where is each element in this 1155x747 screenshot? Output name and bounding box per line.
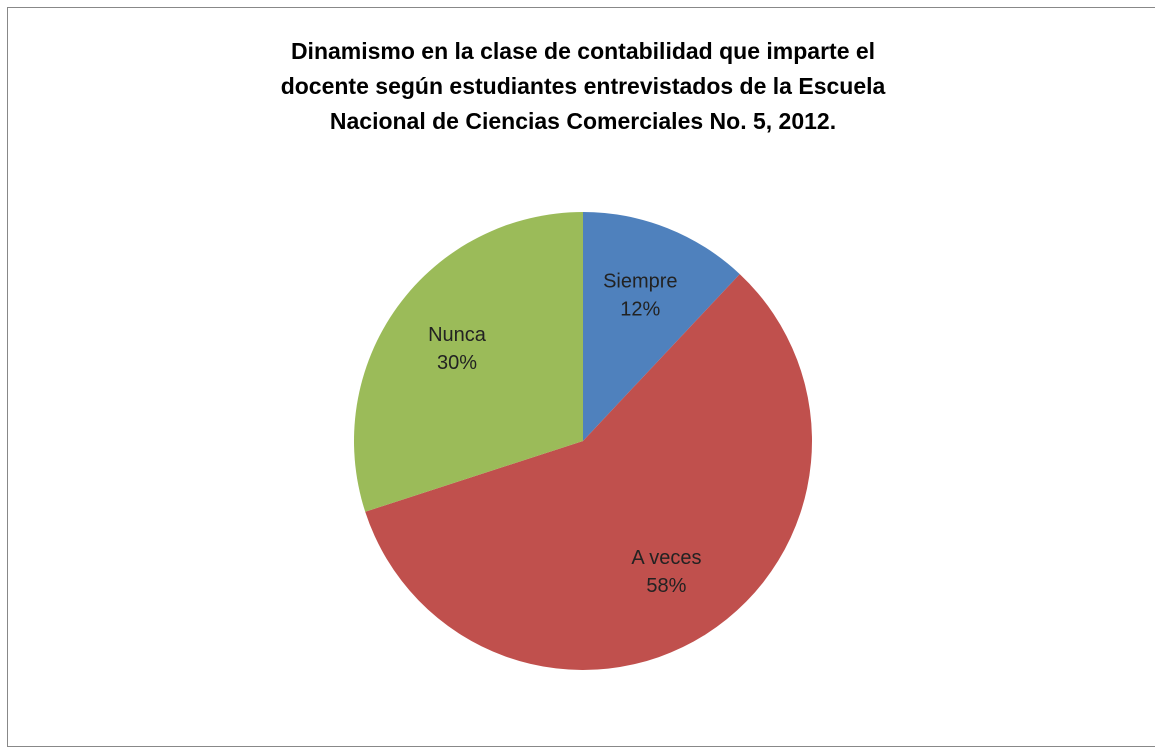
slice-value-label: 58% (646, 575, 686, 597)
slice-value-label: 30% (437, 352, 477, 374)
pie-slice (354, 211, 583, 512)
slice-value-label: 12% (620, 298, 660, 320)
slice-category-label: Nunca (428, 324, 487, 346)
chart-title: Dinamismo en la clase de contabilidad qu… (280, 38, 886, 134)
page: {"chart_data": {"type": "pie", "title": … (7, 7, 1155, 747)
slice-category-label: A veces (631, 547, 701, 569)
pie-slice (365, 274, 813, 670)
chart: Siempre 12% A veces 58% Nunca 30% (354, 211, 813, 670)
slice-category-label: Siempre (603, 270, 677, 292)
pie-slice (583, 212, 740, 441)
